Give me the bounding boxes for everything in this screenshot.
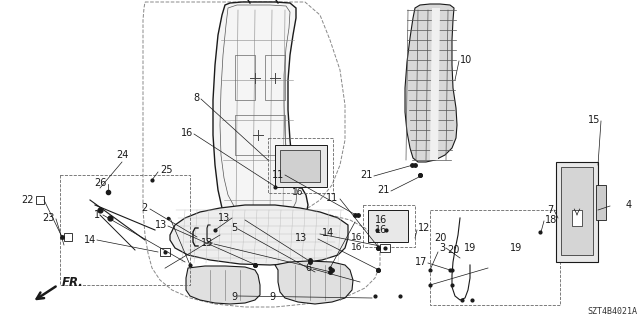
Text: 10: 10 [460, 55, 472, 65]
Bar [380, 244, 390, 252]
Text: 16: 16 [351, 243, 362, 253]
Text: 2: 2 [141, 203, 148, 213]
Bar [363, 205, 415, 247]
Text: 11: 11 [326, 193, 338, 203]
Text: 25: 25 [160, 165, 173, 175]
Polygon shape [213, 2, 308, 233]
Text: 7: 7 [547, 205, 553, 215]
Bar [556, 162, 598, 262]
Bar [561, 167, 593, 255]
Text: 16: 16 [180, 128, 193, 138]
Bar [596, 185, 606, 220]
Text: 6: 6 [306, 263, 312, 273]
Bar [60, 175, 190, 285]
Text: 16: 16 [351, 234, 362, 242]
Text: 23: 23 [43, 213, 55, 223]
Text: 4: 4 [626, 200, 632, 210]
Text: SZT4B4021A: SZT4B4021A [587, 307, 637, 316]
Text: 18: 18 [545, 215, 557, 225]
Bar [268, 138, 333, 193]
Text: 19: 19 [464, 243, 476, 253]
Text: 20: 20 [435, 233, 447, 243]
Bar [36, 196, 44, 204]
Text: 3: 3 [439, 243, 445, 253]
Text: 20: 20 [447, 245, 460, 255]
Polygon shape [275, 261, 353, 304]
Text: 16: 16 [375, 225, 387, 235]
Text: 16: 16 [375, 215, 387, 225]
Text: 11: 11 [272, 170, 284, 180]
Text: 21: 21 [360, 170, 373, 180]
Text: 9: 9 [231, 292, 237, 302]
Text: 1: 1 [94, 210, 100, 220]
Bar [430, 210, 560, 305]
Text: 5: 5 [231, 223, 237, 233]
Text: 15: 15 [588, 115, 600, 125]
Text: 13: 13 [155, 220, 167, 230]
Text: 13: 13 [295, 233, 307, 243]
Text: FR.: FR. [62, 277, 84, 290]
Text: 13: 13 [201, 238, 213, 248]
Text: 17: 17 [415, 257, 427, 267]
Polygon shape [405, 4, 457, 162]
Bar [572, 210, 582, 226]
Text: 8: 8 [194, 93, 200, 103]
Bar [275, 145, 327, 187]
Text: 14: 14 [322, 228, 334, 238]
Polygon shape [430, 8, 440, 160]
Text: 24: 24 [116, 150, 128, 160]
Bar [368, 210, 408, 242]
Bar [64, 233, 72, 241]
Text: 19: 19 [510, 243, 522, 253]
Text: 21: 21 [378, 185, 390, 195]
Polygon shape [186, 266, 260, 304]
Text: 9: 9 [269, 292, 275, 302]
Polygon shape [170, 205, 348, 265]
Text: 16: 16 [292, 188, 304, 197]
Bar [160, 248, 170, 256]
Text: 26: 26 [95, 178, 107, 188]
Text: 14: 14 [84, 235, 96, 245]
Text: 12: 12 [418, 223, 430, 233]
Bar [280, 150, 320, 182]
Text: 13: 13 [218, 213, 230, 223]
Text: 22: 22 [22, 195, 34, 205]
